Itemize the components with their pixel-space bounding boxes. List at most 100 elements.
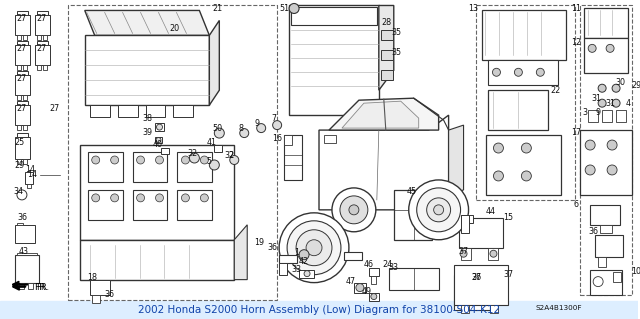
Circle shape: [515, 68, 522, 76]
Bar: [289, 5, 379, 115]
Polygon shape: [234, 225, 247, 280]
Bar: [214, 145, 222, 152]
Text: 14: 14: [27, 170, 37, 180]
Bar: [324, 135, 336, 143]
Circle shape: [92, 194, 100, 202]
Bar: [476, 5, 575, 200]
Polygon shape: [342, 101, 419, 128]
Text: 46: 46: [364, 260, 374, 269]
Bar: [92, 294, 100, 302]
Text: 31: 31: [591, 94, 601, 103]
Bar: [461, 215, 472, 223]
Circle shape: [598, 99, 606, 107]
Bar: [68, 5, 277, 300]
Text: 25: 25: [15, 137, 25, 146]
Bar: [616, 110, 626, 122]
Circle shape: [111, 156, 118, 164]
Bar: [177, 190, 212, 220]
Bar: [15, 105, 30, 125]
Circle shape: [492, 68, 500, 76]
Circle shape: [424, 205, 434, 215]
Bar: [461, 248, 470, 260]
Bar: [354, 283, 366, 293]
Circle shape: [157, 124, 163, 130]
Bar: [369, 268, 379, 276]
Text: 7: 7: [271, 114, 276, 122]
Text: 18: 18: [86, 273, 97, 282]
Bar: [481, 11, 566, 60]
Bar: [371, 276, 376, 284]
Text: 35: 35: [392, 48, 402, 57]
Text: 22: 22: [550, 86, 561, 95]
Circle shape: [349, 205, 359, 215]
Circle shape: [296, 230, 332, 266]
Bar: [454, 265, 508, 305]
Bar: [19, 283, 24, 289]
Bar: [27, 184, 31, 188]
Circle shape: [460, 250, 467, 257]
Bar: [291, 7, 377, 26]
Bar: [590, 270, 622, 294]
Bar: [284, 135, 292, 145]
Text: 49: 49: [362, 287, 372, 296]
Bar: [15, 255, 39, 283]
Bar: [17, 65, 21, 70]
Bar: [490, 305, 499, 313]
Polygon shape: [209, 20, 220, 105]
Bar: [17, 35, 21, 41]
Text: 13: 13: [468, 4, 479, 13]
Bar: [284, 135, 302, 180]
Circle shape: [371, 293, 377, 300]
Polygon shape: [319, 115, 449, 210]
Circle shape: [612, 99, 620, 107]
Bar: [600, 225, 612, 233]
Bar: [35, 15, 50, 35]
Text: 17: 17: [571, 128, 581, 137]
Circle shape: [607, 140, 617, 150]
Bar: [43, 35, 47, 41]
Text: 3: 3: [582, 108, 588, 117]
Bar: [17, 223, 23, 225]
Text: 14: 14: [25, 166, 35, 174]
Text: 27: 27: [50, 104, 60, 113]
Bar: [177, 152, 212, 182]
Bar: [595, 235, 623, 257]
Bar: [488, 248, 499, 260]
Text: 36: 36: [588, 227, 598, 236]
Circle shape: [522, 143, 531, 153]
Bar: [145, 105, 166, 117]
Text: FR.: FR.: [34, 283, 48, 292]
Bar: [43, 65, 47, 70]
Circle shape: [427, 198, 451, 222]
Bar: [381, 30, 393, 41]
Text: 37: 37: [472, 273, 481, 282]
Text: 1: 1: [294, 248, 300, 257]
Text: 27: 27: [17, 14, 27, 23]
Bar: [17, 95, 21, 100]
Text: 9: 9: [255, 119, 260, 128]
Text: 41: 41: [206, 137, 216, 146]
Text: 20: 20: [170, 24, 179, 33]
Bar: [84, 35, 209, 105]
Bar: [23, 125, 27, 130]
Bar: [37, 35, 41, 41]
Circle shape: [434, 205, 444, 215]
Text: 28: 28: [381, 18, 392, 27]
Text: 50: 50: [212, 123, 222, 133]
Circle shape: [181, 194, 189, 202]
Circle shape: [257, 123, 266, 133]
Text: 27: 27: [17, 104, 27, 113]
Bar: [17, 41, 28, 45]
Bar: [154, 137, 163, 143]
Bar: [369, 293, 379, 300]
Text: 36: 36: [267, 243, 277, 252]
Text: 40: 40: [152, 139, 163, 149]
Bar: [17, 71, 28, 75]
Text: 37: 37: [503, 270, 513, 279]
Circle shape: [136, 156, 145, 164]
Bar: [17, 101, 28, 105]
Bar: [23, 159, 27, 164]
Text: 11: 11: [572, 4, 581, 13]
Text: 37: 37: [458, 247, 468, 256]
Text: 9: 9: [596, 108, 601, 117]
